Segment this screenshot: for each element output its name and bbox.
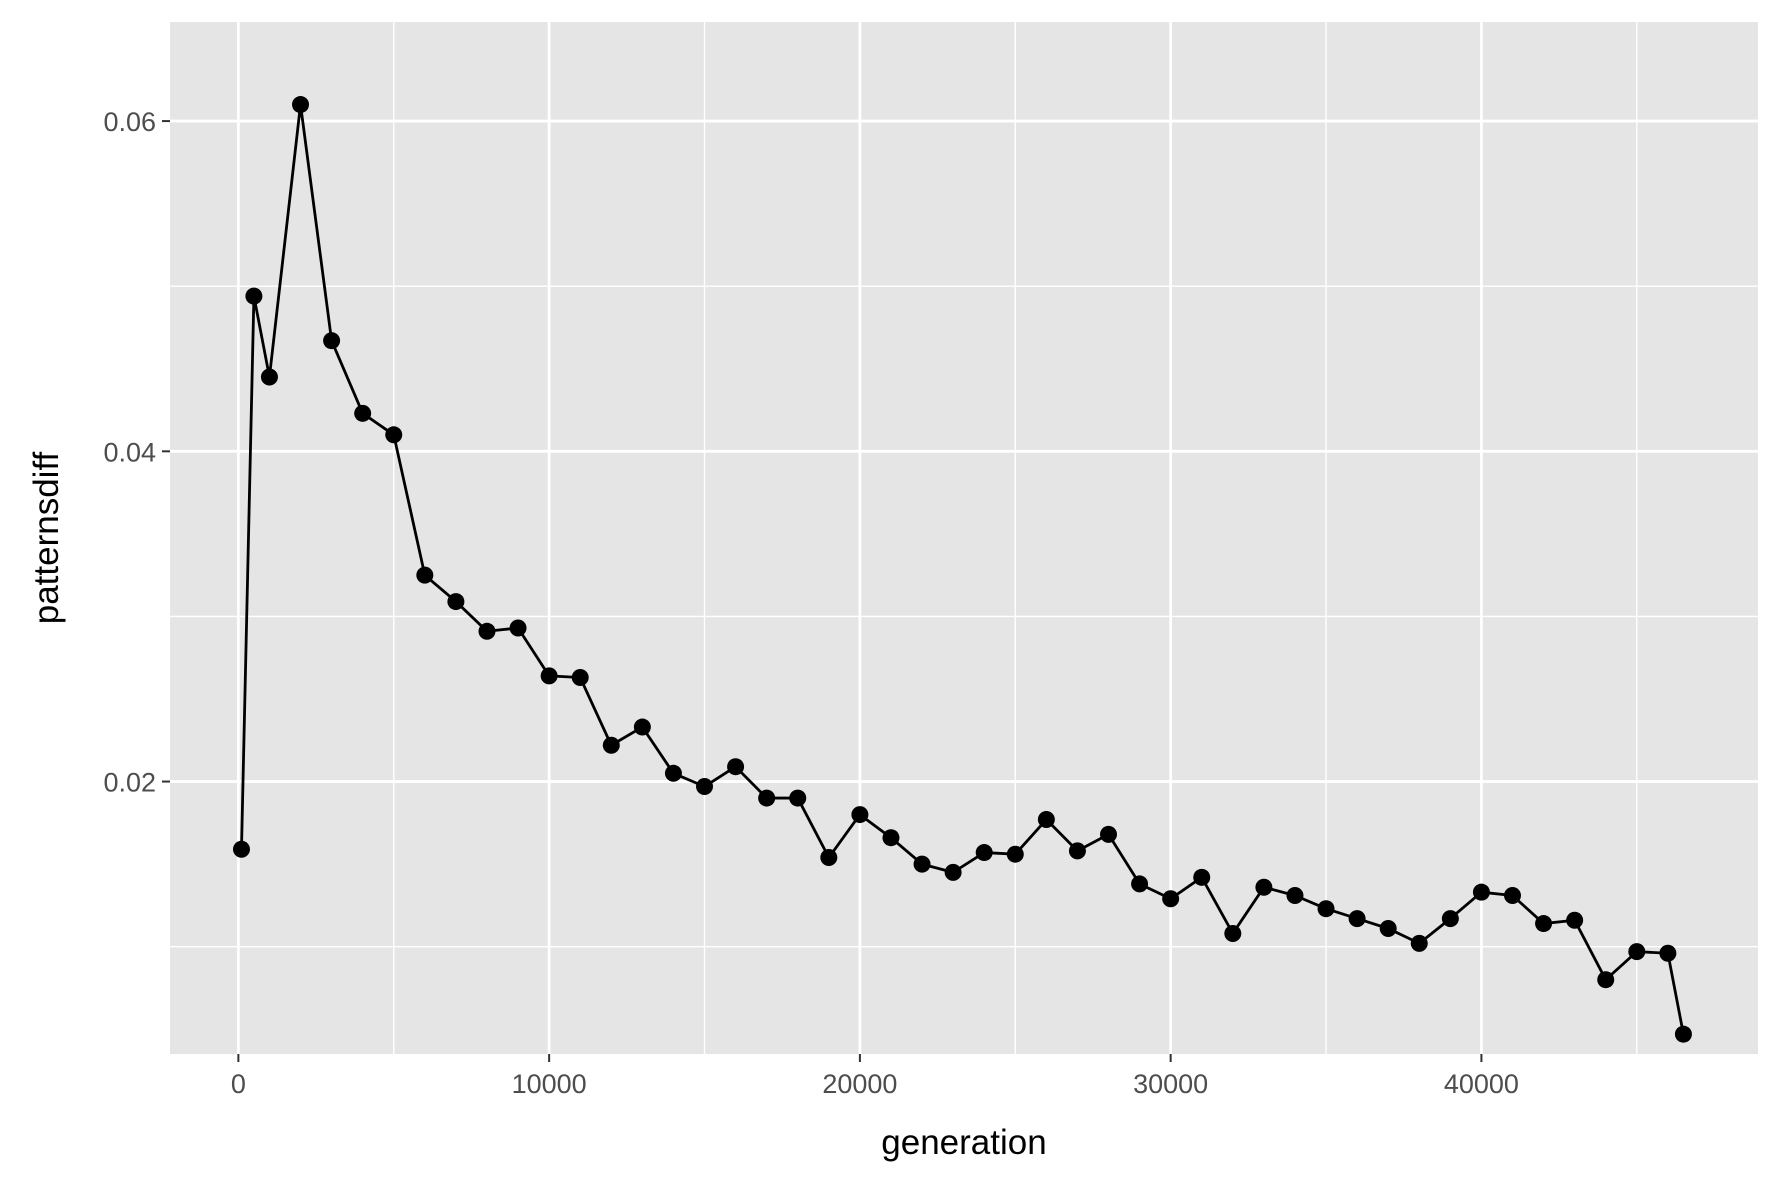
data-point	[851, 806, 869, 824]
data-point	[602, 736, 620, 754]
data-point	[478, 622, 496, 640]
data-point	[1162, 890, 1180, 908]
data-point	[354, 404, 372, 422]
minor-gridlines	[170, 22, 1758, 1054]
data-point	[1597, 971, 1615, 989]
data-point	[1410, 934, 1428, 952]
data-point	[571, 669, 589, 687]
x-axis: 0 10000 20000 30000 40000	[231, 1054, 1519, 1099]
data-point	[1068, 842, 1086, 860]
data-point	[664, 764, 682, 782]
x-tick-label: 40000	[1444, 1069, 1519, 1099]
data-point	[509, 619, 527, 637]
data-point	[1441, 910, 1459, 928]
data-point	[758, 789, 776, 807]
data-point	[1659, 944, 1677, 962]
data-point	[260, 368, 278, 386]
data-point	[882, 829, 900, 847]
y-tick-label: 0.06	[103, 107, 156, 137]
data-point	[1193, 868, 1211, 886]
data-point	[232, 840, 250, 858]
data-point	[1628, 943, 1646, 961]
y-tick-label: 0.02	[103, 768, 156, 798]
data-point	[540, 667, 558, 685]
plot-panel-background	[170, 22, 1758, 1054]
data-point	[696, 778, 714, 796]
y-axis: 0.02 0.04 0.06	[103, 107, 170, 798]
major-gridlines	[170, 22, 1758, 1054]
data-point	[1037, 811, 1055, 829]
data-point	[727, 758, 745, 776]
x-tick-label: 10000	[512, 1069, 587, 1099]
data-point	[447, 593, 465, 611]
data-point	[633, 718, 651, 736]
data-point	[1224, 924, 1242, 942]
data-point	[1472, 883, 1490, 901]
data-point	[913, 855, 931, 873]
data-point	[975, 844, 993, 862]
data-point	[1286, 886, 1304, 904]
data-point	[944, 863, 962, 881]
data-point	[1566, 911, 1584, 929]
data-point	[820, 849, 838, 867]
data-point	[1131, 875, 1149, 893]
data-point	[1317, 900, 1335, 918]
y-tick-label: 0.04	[103, 437, 156, 467]
data-point	[416, 566, 434, 584]
data-point	[1535, 915, 1553, 933]
data-point	[1379, 920, 1397, 938]
data-point	[1674, 1025, 1692, 1043]
data-point	[1255, 878, 1273, 896]
data-point	[323, 332, 341, 350]
data-point	[245, 287, 263, 305]
data-point	[292, 96, 310, 114]
data-point	[1006, 845, 1024, 863]
x-tick-label: 30000	[1133, 1069, 1208, 1099]
data-points	[232, 96, 1692, 1043]
data-point	[1348, 910, 1366, 928]
x-tick-label: 0	[231, 1069, 246, 1099]
data-point	[789, 789, 807, 807]
data-point	[385, 426, 403, 444]
x-tick-label: 20000	[822, 1069, 897, 1099]
y-axis-title: patternsdiff	[27, 451, 66, 624]
data-point	[1503, 886, 1521, 904]
x-axis-title: generation	[881, 1123, 1046, 1162]
data-point	[1100, 825, 1118, 843]
